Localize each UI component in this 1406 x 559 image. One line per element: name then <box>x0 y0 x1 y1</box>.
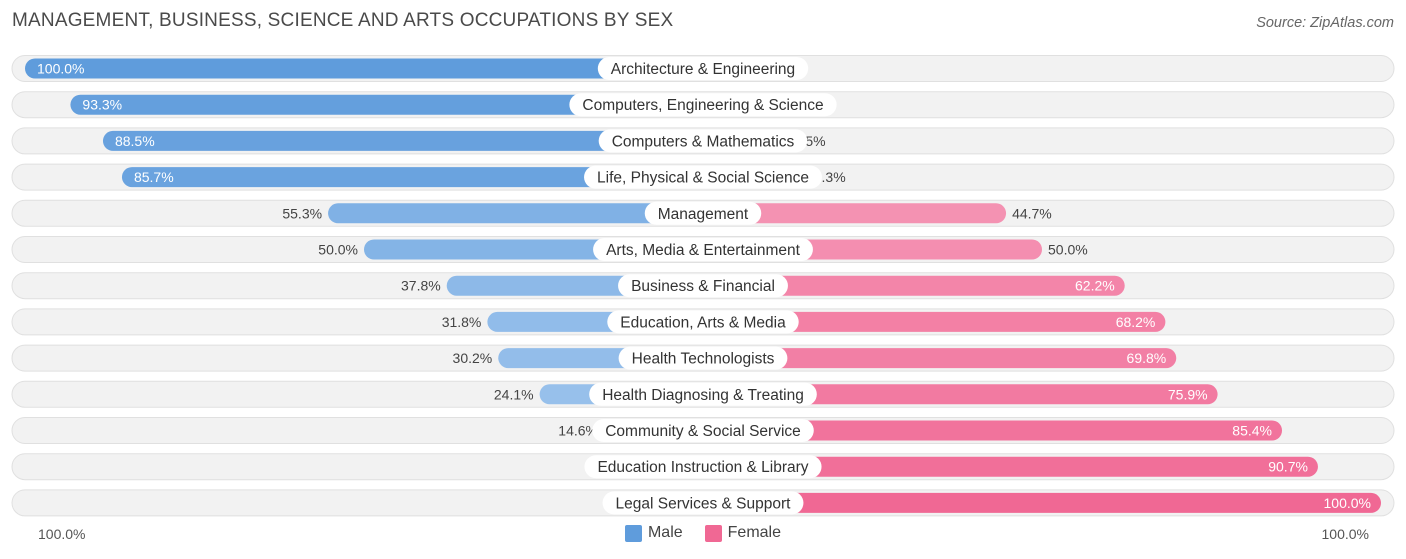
category-pill-life-physical-social-science <box>584 165 822 189</box>
bar-male-management <box>328 203 703 224</box>
axis-right-label: 100.0% <box>1321 526 1369 542</box>
category-label-life-physical-social-science: Life, Physical & Social Science <box>597 170 809 187</box>
category-label-management: Management <box>658 206 749 223</box>
value-label-male-life-physical-social-science: 85.7% <box>134 169 174 185</box>
category-label-education-instruction-library: Education Instruction & Library <box>597 459 808 476</box>
bar-female-education-arts-media <box>703 311 1166 332</box>
category-label-business-financial: Business & Financial <box>631 278 775 295</box>
value-label-male-health-technologists: 30.2% <box>453 350 493 366</box>
value-label-male-architecture-engineering: 100.0% <box>37 61 84 77</box>
category-pill-management <box>644 201 762 225</box>
bar-female-health-diagnosing-treating <box>703 384 1218 405</box>
category-pill-computers-mathematics <box>598 129 808 153</box>
category-pill-health-diagnosing-treating <box>589 382 817 406</box>
legend-item-male: Male <box>624 524 683 542</box>
category-pill-legal-services-support <box>602 491 804 515</box>
value-label-female-education-arts-media: 68.2% <box>1116 314 1156 330</box>
bar-female-health-technologists <box>703 348 1177 369</box>
category-pill-architecture-engineering <box>597 57 809 80</box>
value-label-female-legal-services-support: 100.0% <box>1324 495 1371 511</box>
bar-female-business-financial <box>703 275 1125 296</box>
chart-title: MANAGEMENT, BUSINESS, SCIENCE AND ARTS O… <box>12 10 674 31</box>
category-pill-business-financial <box>618 274 788 298</box>
category-label-computers-engineering-science: Computers, Engineering & Science <box>582 97 823 114</box>
value-label-male-management: 55.3% <box>282 205 322 221</box>
bar-female-management <box>703 203 1007 224</box>
category-label-architecture-engineering: Architecture & Engineering <box>611 61 795 78</box>
category-pill-health-technologists <box>618 346 788 370</box>
value-label-male-computers-engineering-science: 93.3% <box>82 97 122 113</box>
value-label-male-education-arts-media: 31.8% <box>442 314 482 330</box>
value-label-male-computers-mathematics: 88.5% <box>115 133 155 149</box>
legend-swatch-male <box>624 524 642 542</box>
source-note: Source: ZipAtlas.com <box>1256 15 1394 31</box>
bar-male-life-physical-social-science <box>121 167 704 188</box>
bar-female-education-instruction-library <box>703 456 1318 477</box>
legend-item-female: Female <box>704 524 782 542</box>
value-label-female-business-financial: 62.2% <box>1075 278 1115 294</box>
category-label-health-technologists: Health Technologists <box>632 351 775 368</box>
category-label-health-diagnosing-treating: Health Diagnosing & Treating <box>602 387 804 404</box>
value-label-female-health-diagnosing-treating: 75.9% <box>1168 386 1208 402</box>
value-label-female-management: 44.7% <box>1012 205 1052 221</box>
legend-swatch-female <box>704 524 722 542</box>
bar-female-community-social-service <box>703 420 1283 441</box>
category-label-computers-mathematics: Computers & Mathematics <box>612 133 795 150</box>
bar-male-computers-mathematics <box>102 130 704 151</box>
bar-male-architecture-engineering <box>25 58 703 79</box>
value-label-male-health-diagnosing-treating: 24.1% <box>494 386 534 402</box>
value-label-male-business-financial: 37.8% <box>401 278 441 294</box>
category-label-legal-services-support: Legal Services & Support <box>616 495 792 512</box>
category-pill-education-arts-media <box>607 310 799 334</box>
category-label-arts-media-entertainment: Arts, Media & Entertainment <box>606 242 801 259</box>
category-pill-computers-engineering-science <box>569 93 837 117</box>
legend-label-male: Male <box>647 524 683 541</box>
legend-label-female: Female <box>727 524 782 541</box>
value-label-female-arts-media-entertainment: 50.0% <box>1048 242 1088 258</box>
legend: Male Female <box>0 524 1406 542</box>
category-pill-community-social-service <box>592 419 814 442</box>
value-label-male-community-social-service: 14.6% <box>558 423 598 439</box>
bar-male-computers-engineering-science <box>70 94 703 115</box>
value-label-female-health-technologists: 69.8% <box>1127 350 1167 366</box>
value-label-female-education-instruction-library: 90.7% <box>1268 459 1308 475</box>
axis-left-label: 100.0% <box>38 526 86 542</box>
category-pill-arts-media-entertainment <box>593 238 813 261</box>
category-pill-education-instruction-library <box>584 455 822 479</box>
bar-female-legal-services-support <box>703 492 1381 513</box>
category-label-education-arts-media: Education, Arts & Media <box>620 314 786 331</box>
value-label-female-community-social-service: 85.4% <box>1232 423 1272 439</box>
category-label-community-social-service: Community & Social Service <box>605 423 801 440</box>
value-label-male-arts-media-entertainment: 50.0% <box>318 242 358 258</box>
